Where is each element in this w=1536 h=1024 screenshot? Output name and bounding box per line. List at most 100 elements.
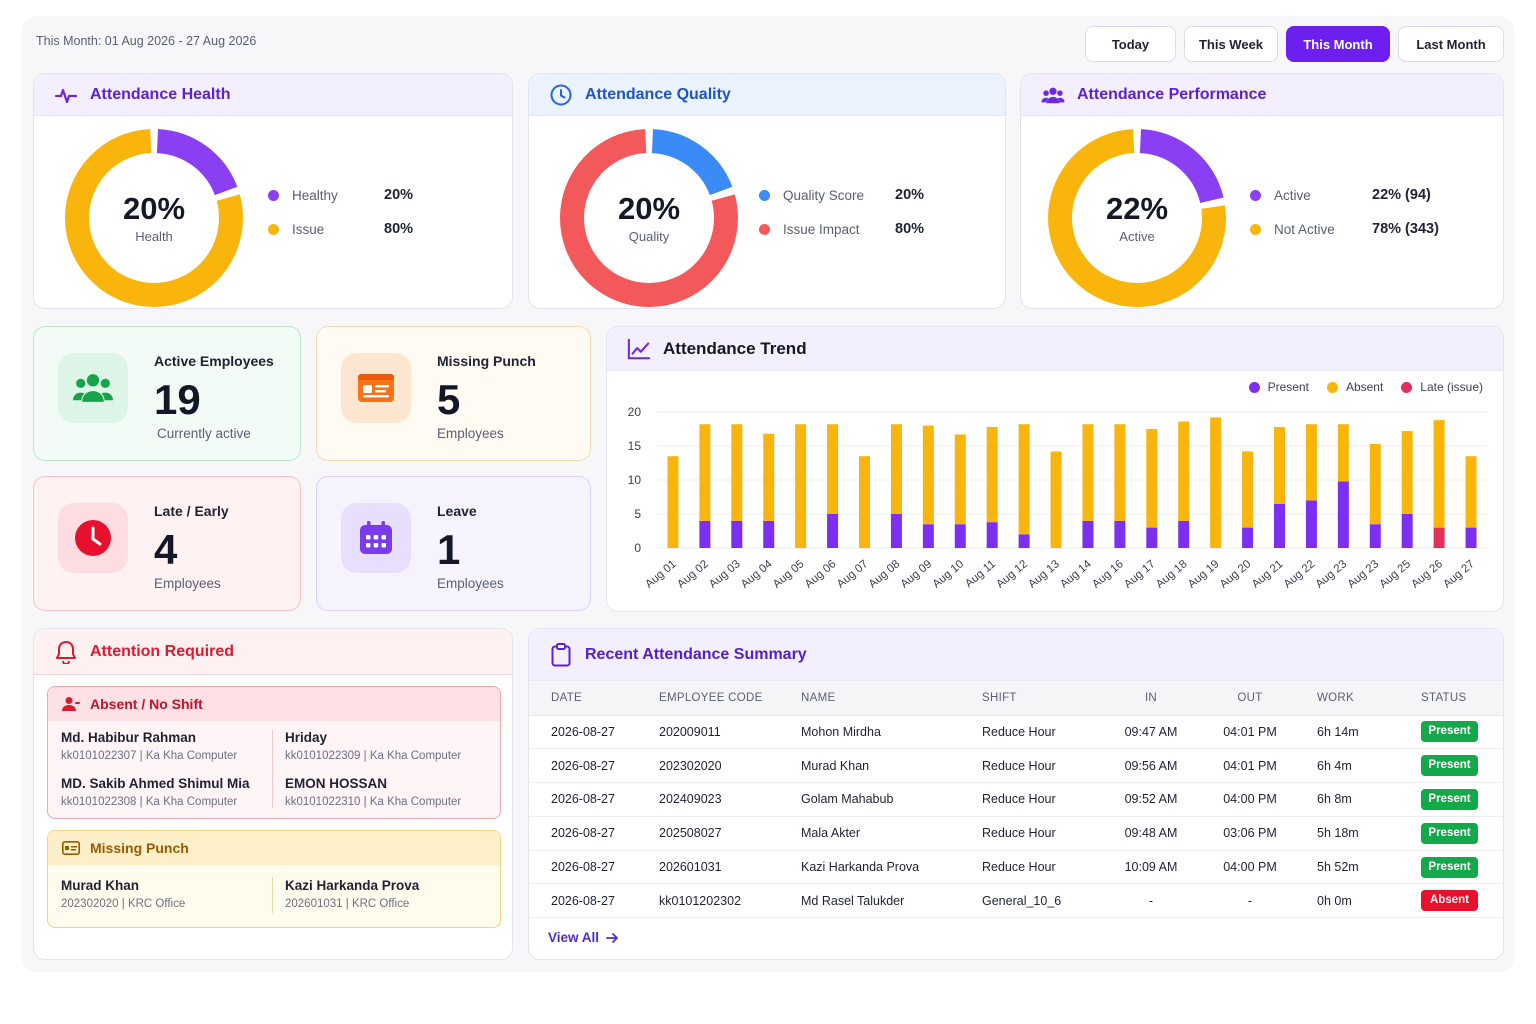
view-all-link[interactable]: View All [548,930,619,945]
legend-item-absent[interactable]: Absent [1326,380,1384,394]
column-header[interactable]: NAME [801,681,982,716]
column-header[interactable]: DATE [529,681,659,716]
table-cell: Reduce Hour [982,850,1099,885]
legend-item-late[interactable]: Late (issue) [1401,380,1483,394]
table-row[interactable]: 2026-08-27 202508027 Mala Akter Reduce Hour… [529,816,1503,851]
recent-attendance-card: Recent Attendance Summary DATE EMPLOYEE … [528,628,1504,960]
bar-absent[interactable] [859,456,870,548]
legend-value: 80% [895,221,925,237]
absent-person[interactable]: Md. Habibur Rahman kk0101022307 | Ka Kha… [61,730,237,762]
tab-today[interactable]: Today [1085,26,1176,62]
table-cell: Reduce Hour [982,816,1099,851]
late-early-card[interactable]: Late / Early 4 Employees [33,476,301,611]
bar-absent[interactable] [731,424,743,521]
table-cell: 2026-08-27 [529,715,659,750]
person-name: EMON HOSSAN [285,776,388,791]
status-cell: Present [1411,748,1503,784]
legend-value: 20% [384,187,414,203]
bar-absent[interactable] [1369,443,1381,525]
column-header[interactable]: WORK [1297,681,1411,716]
absent-person[interactable]: Hriday kk0101022309 | Ka Kha Computer [285,730,461,762]
tab-last-month[interactable]: Last Month [1398,26,1504,62]
missing-punch-card[interactable]: Missing Punch 5 Employees [316,326,591,461]
bar-present[interactable] [1242,527,1254,548]
bar-absent[interactable] [1018,424,1030,535]
bar-present[interactable] [1337,481,1349,548]
bar-present[interactable] [1465,527,1477,548]
bell-icon [54,640,78,664]
status-badge: Present [1421,755,1478,777]
tab-this-month[interactable]: This Month [1286,26,1390,62]
table-row[interactable]: 2026-08-27 kk0101202302 Md Rasel Talukder G… [529,883,1503,919]
legend-item-healthy: Healthy 20% [268,187,413,203]
bar-present[interactable] [731,520,743,548]
bar-absent[interactable] [1433,420,1445,528]
bar-absent[interactable] [827,424,839,514]
table-row[interactable]: 2026-08-27 202009011 Mohon Mirdha Reduce Ho… [529,715,1503,750]
legend-item-present[interactable]: Present [1248,380,1309,394]
column-header[interactable]: OUT [1203,681,1297,716]
bar-present[interactable] [954,524,966,548]
bar-absent[interactable] [1114,424,1126,521]
bar-absent[interactable] [1337,424,1349,482]
bar-absent[interactable] [1305,424,1317,501]
bar-absent[interactable] [795,424,807,548]
bar-present[interactable] [890,514,902,548]
bar-present[interactable] [1146,527,1158,548]
bar-absent[interactable] [1465,456,1477,528]
bar-absent[interactable] [1274,426,1285,504]
bar-late[interactable] [1433,527,1445,548]
bar-present[interactable] [1018,534,1030,548]
bar-absent[interactable] [1401,431,1413,514]
bar-present[interactable] [986,522,998,548]
bar-absent[interactable] [1210,417,1222,548]
performance-donut: 22% Active [1045,126,1229,308]
bar-present[interactable] [1178,520,1190,548]
bar-present[interactable] [1082,520,1094,548]
bar-absent[interactable] [1242,451,1254,528]
table-cell: Mohon Mirdha [801,715,982,750]
person-name: MD. Sakib Ahmed Shimul Mia [61,776,250,791]
leave-card[interactable]: Leave 1 Employees [316,476,591,611]
bar-present[interactable] [922,524,934,548]
bar-present[interactable] [1369,524,1381,548]
bar-present[interactable] [1401,514,1413,548]
bar-absent[interactable] [954,434,966,525]
bar-present[interactable] [763,520,775,548]
column-header[interactable]: EMPLOYEE CODE [659,681,801,716]
active-employees-card[interactable]: Active Employees 19 Currently active [33,326,301,461]
bar-absent[interactable] [1082,424,1094,521]
column-header[interactable]: STATUS [1411,681,1503,716]
donut-center-label: Health [135,228,173,244]
pulse-icon [54,83,78,107]
bar-present[interactable] [1114,520,1126,548]
absent-person[interactable]: EMON HOSSAN kk0101022310 | Ka Kha Comput… [285,776,461,808]
absent-person[interactable]: MD. Sakib Ahmed Shimul Mia kk0101022308 … [61,776,250,808]
bar-present[interactable] [1274,503,1285,548]
bar-absent[interactable] [986,426,998,523]
bar-present[interactable] [699,520,711,548]
bar-absent[interactable] [922,425,934,525]
bar-absent[interactable] [1178,421,1190,521]
column-header[interactable]: IN [1099,681,1203,716]
legend-label: Absent [1345,380,1384,394]
bar-absent[interactable] [1146,429,1158,528]
bar-absent[interactable] [1050,451,1062,548]
bar-absent[interactable] [667,456,679,548]
bar-present[interactable] [1305,500,1317,548]
bar-absent[interactable] [763,433,775,521]
table-row[interactable]: 2026-08-27 202601031 Kazi Harkanda Prova Re… [529,850,1503,885]
bar-absent[interactable] [890,424,902,514]
status-badge: Present [1421,822,1478,844]
x-tick-label: Aug 02 [675,558,711,591]
stat-value: 4 [154,526,178,573]
missing-person[interactable]: Murad Khan 202302020 | KRC Office [61,878,185,910]
table-row[interactable]: 2026-08-27 202409023 Golam Mahabub Reduce H… [529,782,1503,817]
tab-this-week[interactable]: This Week [1184,26,1278,62]
bar-absent[interactable] [699,424,711,521]
column-header[interactable]: SHIFT [982,681,1099,716]
bar-present[interactable] [827,514,839,548]
table-row[interactable]: 2026-08-27 202302020 Murad Khan Reduce Hour… [529,748,1503,784]
missing-person[interactable]: Kazi Harkanda Prova 202601031 | KRC Offi… [285,878,419,910]
